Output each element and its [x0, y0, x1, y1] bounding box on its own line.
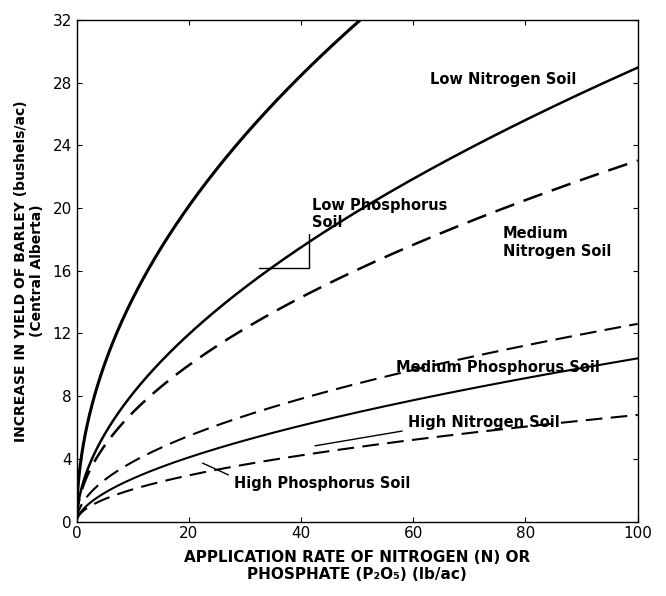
X-axis label: APPLICATION RATE OF NITROGEN (N) OR
PHOSPHATE (P₂O₅) (lb/ac): APPLICATION RATE OF NITROGEN (N) OR PHOS…: [184, 550, 530, 582]
Y-axis label: INCREASE IN YIELD OF BARLEY (bushels/ac)
(Central Alberta): INCREASE IN YIELD OF BARLEY (bushels/ac)…: [14, 100, 44, 442]
Text: Medium
Nitrogen Soil: Medium Nitrogen Soil: [503, 226, 611, 259]
Text: Medium Phosphorus Soil: Medium Phosphorus Soil: [396, 361, 600, 375]
Text: Low Phosphorus
Soil: Low Phosphorus Soil: [312, 198, 448, 231]
Text: Low Nitrogen Soil: Low Nitrogen Soil: [430, 72, 577, 87]
Text: High Nitrogen Soil: High Nitrogen Soil: [408, 415, 559, 430]
Text: High Phosphorus Soil: High Phosphorus Soil: [234, 476, 410, 491]
